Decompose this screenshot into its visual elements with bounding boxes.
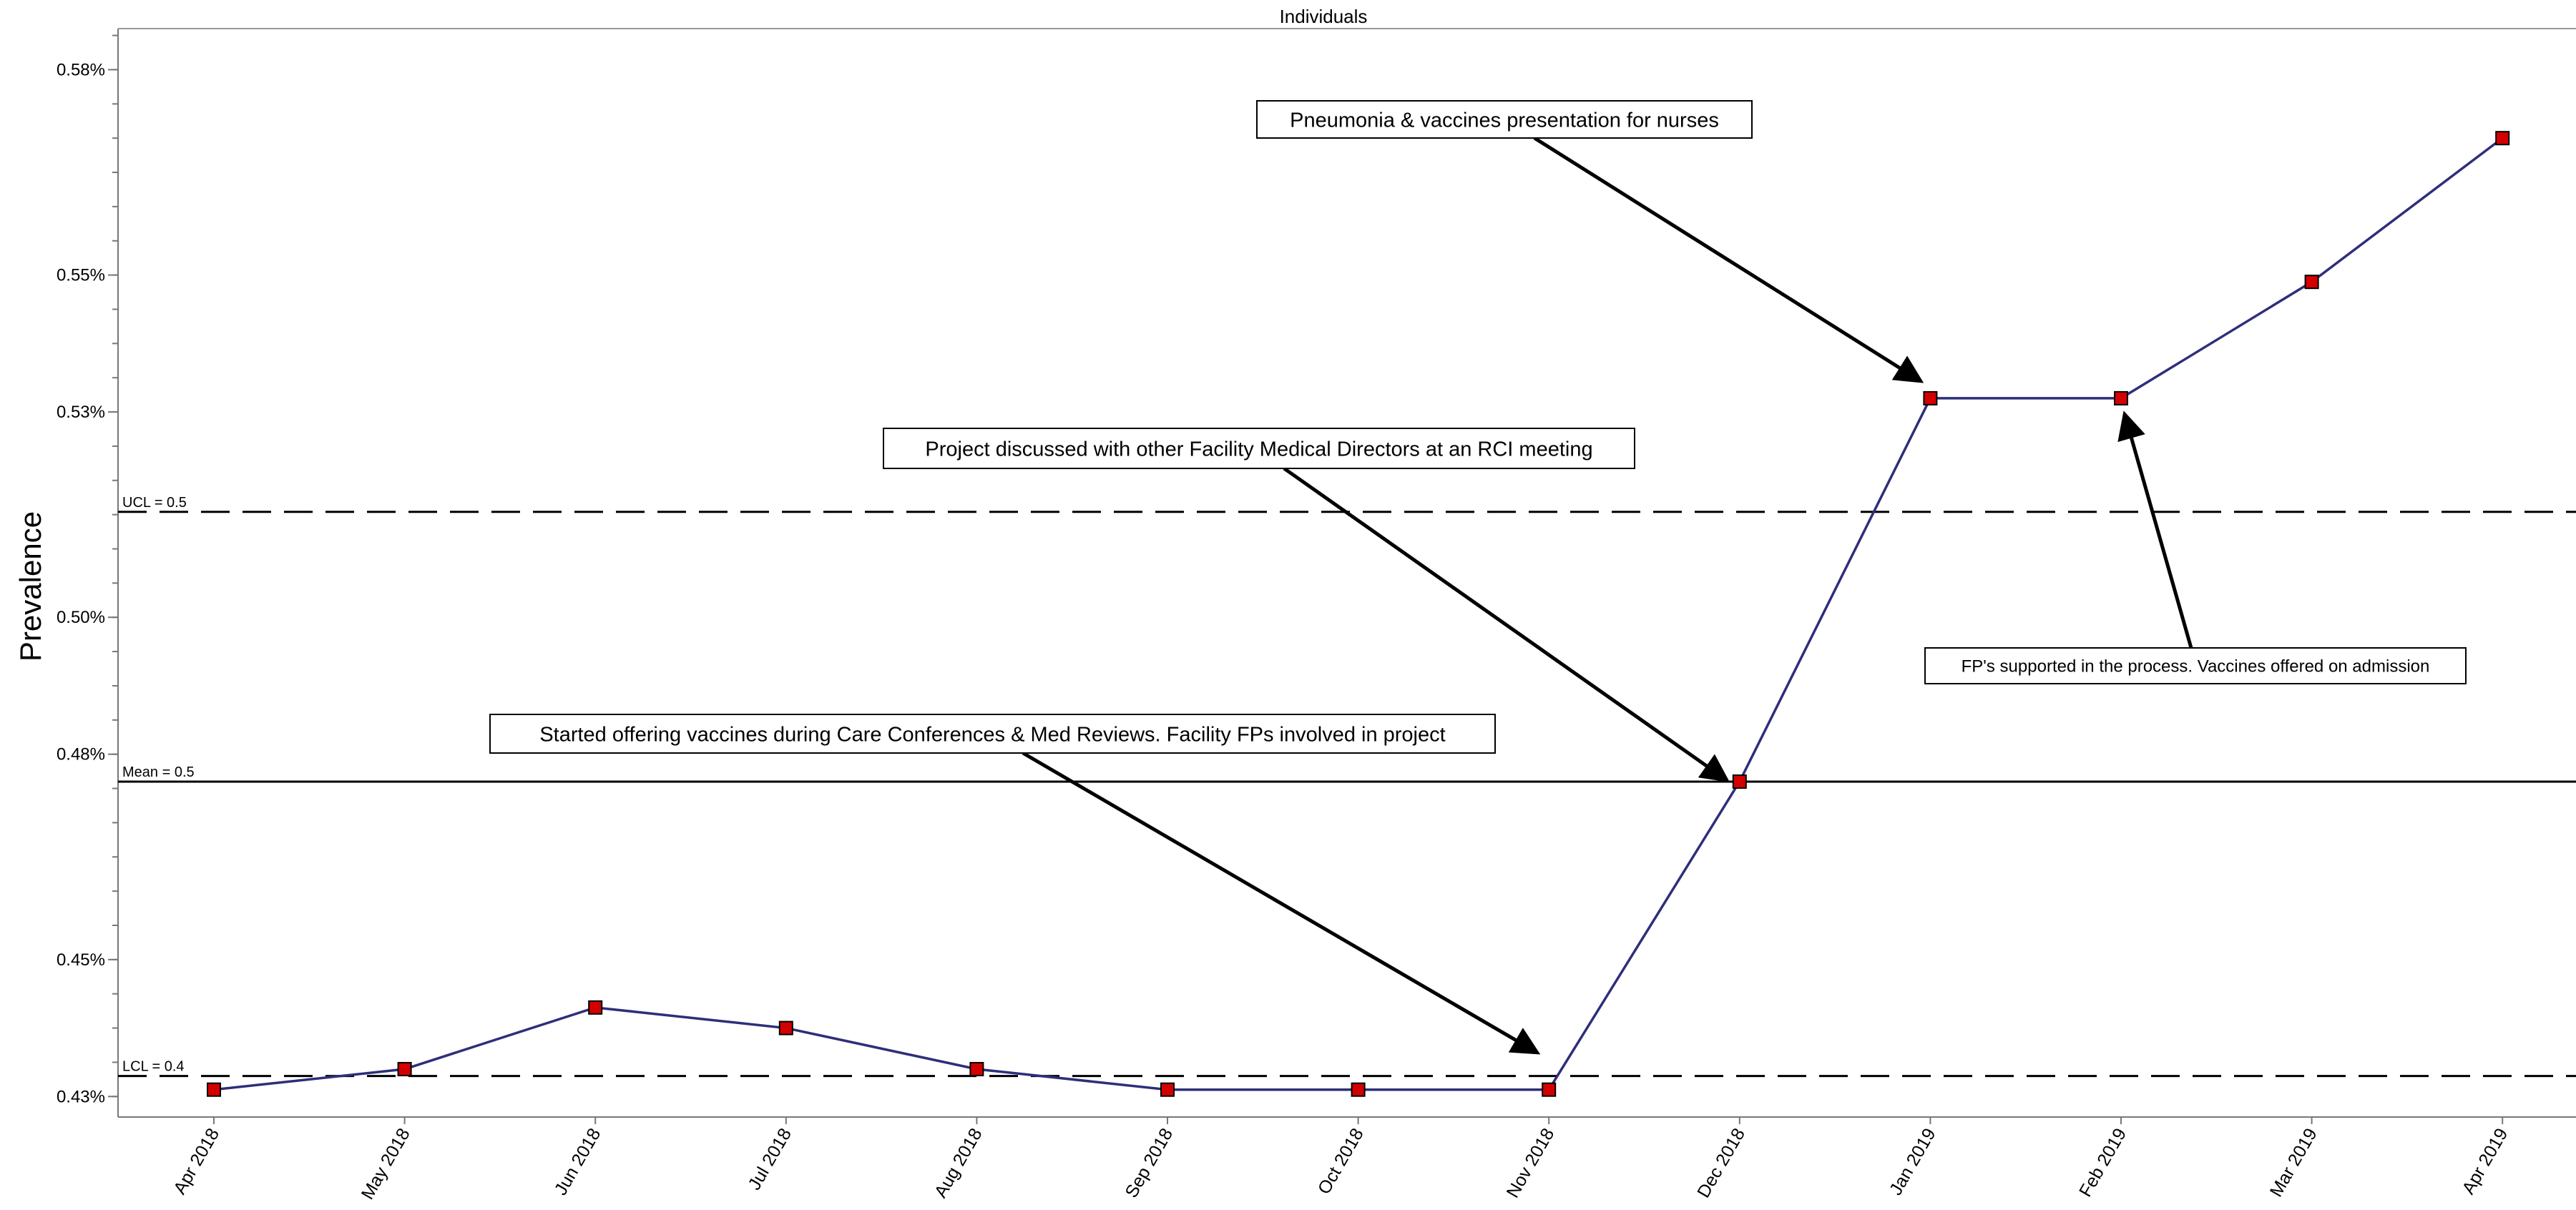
x-tick-label: Jan 2019 [1886, 1125, 1940, 1199]
y-tick-label: 0.50% [57, 608, 105, 627]
y-tick-label: 0.48% [57, 745, 105, 764]
x-tick-label: Dec 2018 [1693, 1125, 1749, 1201]
x-tick-label: Apr 2019 [2458, 1125, 2512, 1198]
x-tick-label: Mar 2019 [2266, 1125, 2321, 1200]
annotation-arrow [1283, 466, 1730, 782]
annotation-text: Pneumonia & vaccines presentation for nu… [1290, 109, 1719, 132]
data-point [1923, 390, 1938, 405]
annotation-arrow [1533, 136, 1924, 383]
annotation-text: Started offering vaccines during Care Co… [539, 723, 1445, 746]
reference-lines: UCL = 0.5 Mean = 0.5 LCL = 0.4 [118, 495, 2576, 1078]
annotations: Pneumonia & vaccines presentation for nu… [489, 100, 2467, 1055]
y-axis-label: Prevalence [14, 511, 47, 661]
data-point [1160, 1082, 1175, 1097]
data-point [1351, 1082, 1366, 1097]
y-axis-ticks: 0.43% 0.45% 0.48% 0.50% 0.53% 0.55% 0.58% [57, 34, 118, 1106]
data-series [207, 131, 2510, 1097]
y-tick-label: 0.55% [57, 266, 105, 285]
annotation-arrow [2117, 410, 2193, 649]
y-tick-label: 0.43% [57, 1087, 105, 1106]
data-point [2304, 275, 2319, 290]
x-tick-label: Jul 2018 [744, 1125, 795, 1194]
y-tick-label: 0.45% [57, 950, 105, 970]
x-tick-label: Nov 2018 [1503, 1125, 1559, 1201]
x-tick-label: Sep 2018 [1121, 1125, 1177, 1201]
x-tick-label: Oct 2018 [1314, 1125, 1368, 1198]
data-point [397, 1061, 412, 1076]
x-tick-label: Apr 2018 [170, 1125, 223, 1198]
reference-line-label: Mean = 0.5 [122, 764, 195, 780]
data-point [207, 1082, 221, 1097]
data-point [1732, 774, 1747, 789]
x-tick-label: Jun 2018 [551, 1125, 605, 1199]
data-point [2114, 390, 2128, 405]
x-tick-label: May 2018 [358, 1125, 414, 1203]
data-point [969, 1061, 984, 1076]
data-point [588, 1000, 603, 1015]
reference-line-label: UCL = 0.5 [122, 495, 187, 511]
data-point [1542, 1082, 1557, 1097]
y-tick-label: 0.58% [57, 60, 105, 79]
data-point [778, 1020, 793, 1036]
annotation-arrow [1022, 751, 1541, 1055]
annotation-box: Pneumonia & vaccines presentation for nu… [1256, 100, 1753, 139]
chart-title: Individuals [1280, 6, 1368, 27]
reference-line-label: LCL = 0.4 [122, 1059, 185, 1075]
annotation-text: FP's supported in the process. Vaccines … [1962, 657, 2430, 677]
annotation-box: Project discussed with other Facility Me… [883, 428, 1635, 469]
annotation-box: FP's supported in the process. Vaccines … [1924, 647, 2467, 684]
x-axis-ticks: Apr 2018 May 2018 Jun 2018 Jul 2018 Aug 2018… [170, 1117, 2512, 1203]
x-tick-label: Aug 2018 [931, 1125, 986, 1201]
data-point [2495, 131, 2510, 146]
x-tick-label: Feb 2019 [2075, 1125, 2130, 1200]
annotation-box: Started offering vaccines during Care Co… [489, 714, 1496, 754]
y-tick-label: 0.53% [57, 403, 105, 422]
annotation-text: Project discussed with other Facility Me… [925, 438, 1592, 461]
